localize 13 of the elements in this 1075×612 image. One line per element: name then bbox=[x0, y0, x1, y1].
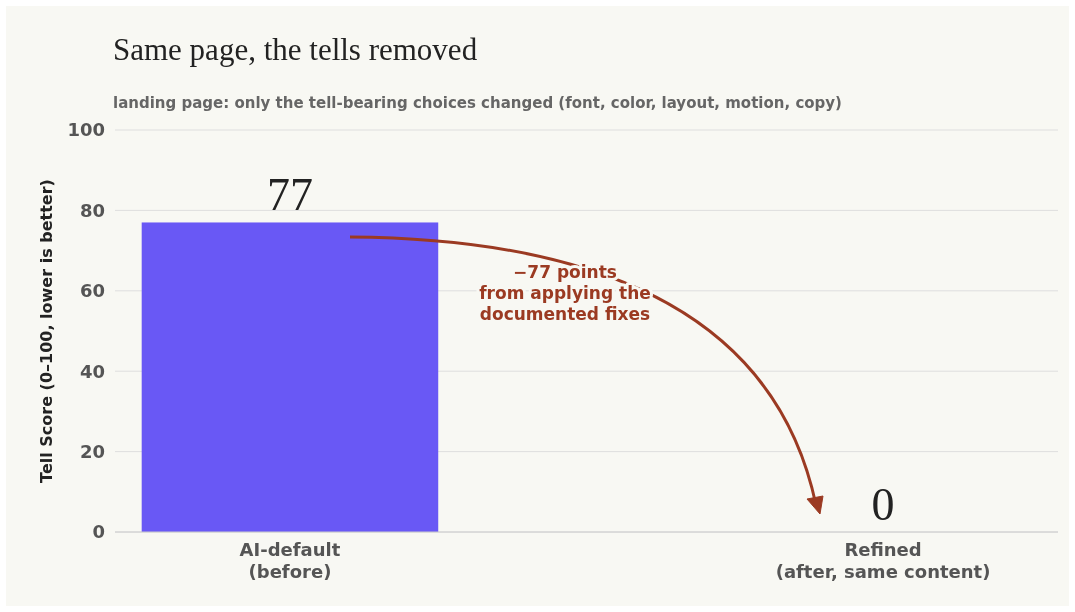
y-tick-label: 0 bbox=[92, 521, 105, 543]
y-tick-label: 100 bbox=[67, 119, 105, 141]
x-tick-label: Refined (after, same content) bbox=[775, 539, 991, 582]
y-tick-label: 60 bbox=[79, 280, 105, 302]
data-label: 77 bbox=[266, 169, 313, 221]
y-tick-label: 20 bbox=[79, 440, 105, 462]
y-tick-label: 80 bbox=[79, 199, 105, 221]
data-label: 0 bbox=[871, 479, 895, 530]
y-axis-title: Tell Score (0–100, lower is better) bbox=[37, 179, 56, 483]
x-tick-label: AI-default (before) bbox=[239, 539, 341, 582]
chart-subtitle: landing page: only the tell-bearing choices changed (font, color, layout, motion, copy) bbox=[113, 94, 842, 112]
chart-title: Same page, the tells removed bbox=[113, 32, 478, 67]
y-tick-label: 40 bbox=[79, 360, 105, 382]
